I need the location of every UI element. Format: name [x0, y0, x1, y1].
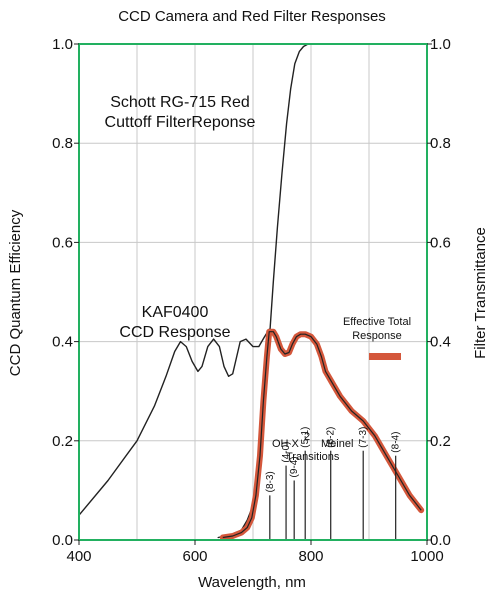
y-tick-label-right-1: 0.2: [430, 433, 451, 450]
y-tick-label-right-5: 1.0: [430, 36, 451, 53]
kaf-label-line-2: CCD Response: [119, 324, 230, 341]
y-tick-label-left-0: 0.0: [52, 532, 73, 549]
plot-frame: [78, 43, 428, 541]
plot-frame-rect: [78, 43, 428, 541]
schott-label-line-2: Cuttoff FilterReponse: [105, 114, 256, 131]
series-effective-total-core: [222, 331, 422, 539]
x-axis-label: Wavelength, nm: [198, 574, 306, 591]
y-tick-label-left-5: 1.0: [52, 36, 73, 53]
x-tick-label-1: 600: [182, 548, 207, 565]
oh-label-transitions: Transitions: [286, 451, 340, 463]
kaf-label-line-1: KAF0400: [142, 304, 209, 321]
effective-legend-swatch: [369, 353, 401, 360]
series-group: [78, 43, 425, 541]
transition-label-1: (4-0): [281, 441, 292, 462]
series-schott_rg715: [217, 43, 321, 539]
transition-label-3: (5-1): [300, 427, 311, 448]
y-tick-label-right-3: 0.6: [430, 234, 451, 251]
y-tick-label-left-4: 0.8: [52, 135, 73, 152]
y-axis-left-label: CCD Quantum Efficiency: [7, 209, 24, 376]
y-tick-label-left-3: 0.6: [52, 234, 73, 251]
y-tick-label-right-2: 0.4: [430, 334, 451, 351]
transition-label-0: (8-3): [265, 471, 276, 492]
transition-label-5: (7-3): [358, 427, 369, 448]
y-tick-label-right-4: 0.8: [430, 135, 451, 152]
y-tick-label-left-2: 0.4: [52, 334, 73, 351]
effective-label-line-1: Effective Total: [343, 316, 411, 328]
transition-label-2: (9-4): [289, 456, 300, 477]
annotations: Schott RG-715 Red Cuttoff FilterReponse KA…: [105, 94, 411, 463]
transition-label-6: (8-4): [391, 432, 402, 453]
oh-label-text: OH X: [272, 438, 300, 450]
x-tick-label-0: 400: [66, 548, 91, 565]
y-axis-right-label: Filter Transmittance: [472, 227, 487, 359]
transition-label-4: (6-2): [326, 427, 337, 448]
effective-label-line-2: Response: [352, 330, 402, 342]
y-tick-label-left-1: 0.2: [52, 433, 73, 450]
schott-label-line-1: Schott RG-715 Red: [110, 94, 250, 111]
oh-label-meinel: Meinel: [321, 438, 353, 450]
x-tick-label-3: 1000: [410, 548, 443, 565]
oh-label-superscript: 2: [304, 431, 310, 443]
tick-labels: 0.0 0.0 0.2 0.2 0.4 0.4 0.6 0.6 0.8 0.8 1.0 1.0 400 6…: [52, 36, 451, 565]
chart-title: CCD Camera and Red Filter Responses: [118, 8, 386, 25]
y-tick-label-right-0: 0.0: [430, 532, 451, 549]
transition-lines: (8-3) (4-0)(9-4)(5-1) (6-2) (7-3) (8-4): [265, 427, 402, 540]
x-tick-label-2: 800: [298, 548, 323, 565]
